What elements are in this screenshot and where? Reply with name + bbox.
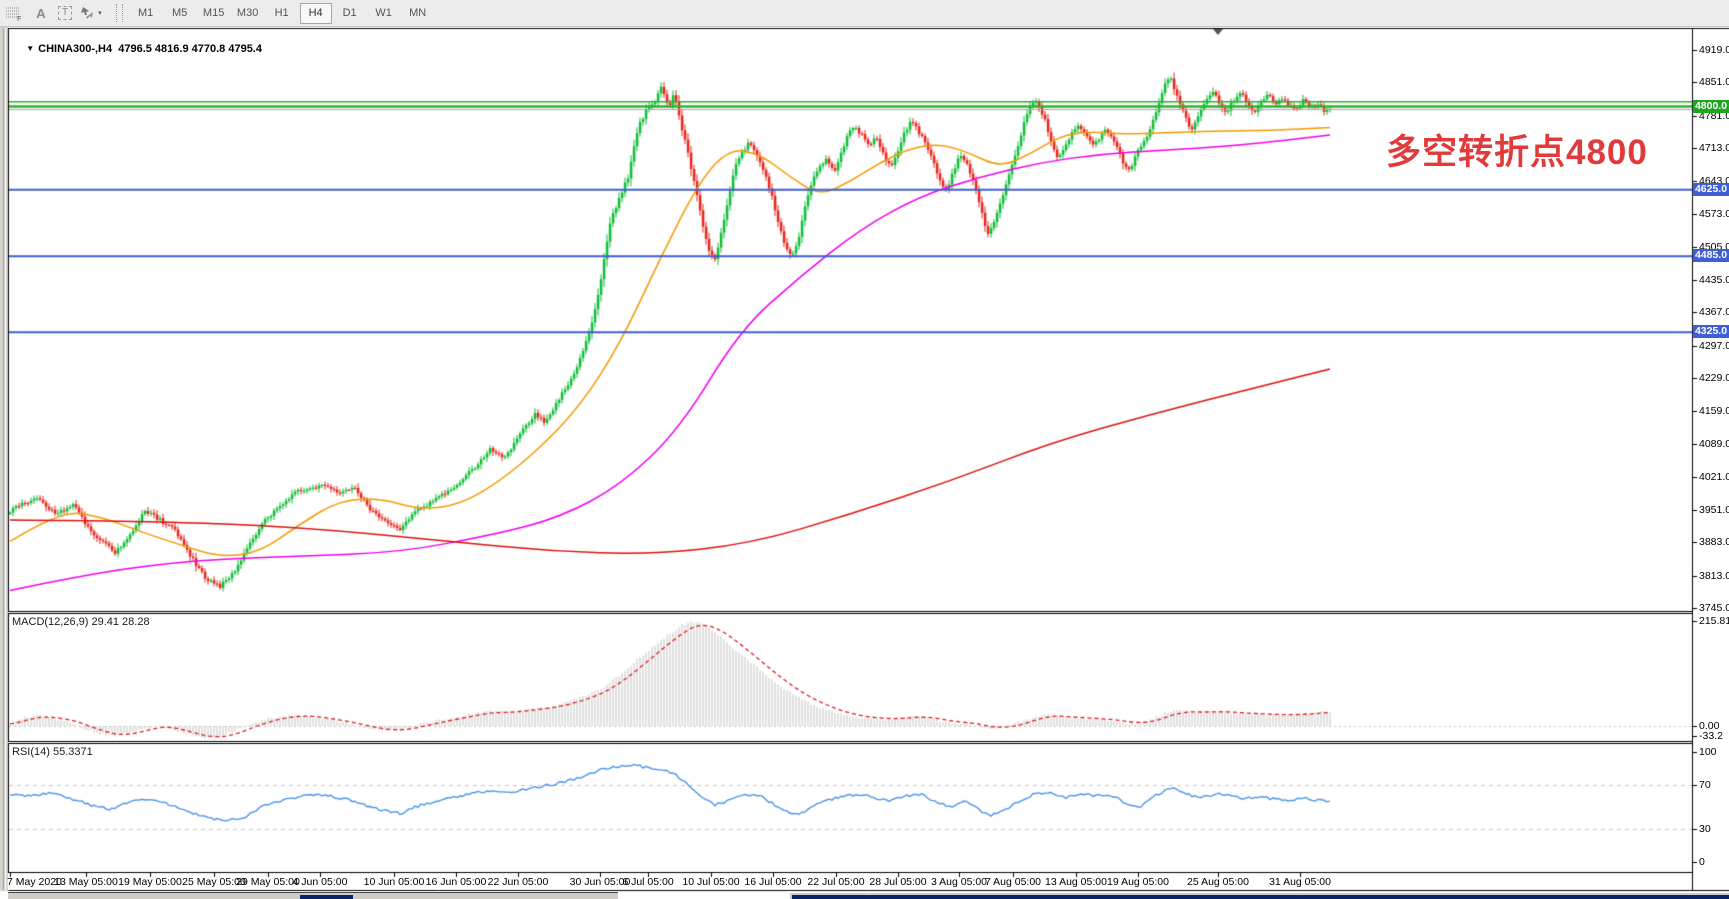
timeframe-m15[interactable]: M15 [202, 6, 225, 19]
date-tick-label: 13 May 05:00 [54, 876, 118, 888]
arrows-icon [81, 7, 94, 19]
date-tick-label: 10 Jun 05:00 [363, 876, 425, 888]
price-tick-label: 3951.0 [1699, 504, 1729, 517]
date-tick-label: 10 Jul 05:00 [682, 876, 740, 888]
date-tick-label: 30 Jun 05:00 [569, 876, 631, 888]
price-line-badge: 4485.0 [1693, 249, 1729, 263]
price-tick-label: 4573.0 [1699, 208, 1729, 221]
rsi-axis-label: 100 [1699, 746, 1717, 758]
macd-axis-label: -33.2 [1699, 730, 1723, 742]
date-tick-label: 19 May 05:00 [118, 876, 182, 888]
price-tick-label: 3745.0 [1699, 602, 1729, 614]
arrows-tool-button[interactable]: ▾ [77, 3, 105, 23]
timeframe-m30[interactable]: M30 [236, 6, 259, 19]
date-tick-label: 16 Jun 05:00 [425, 876, 487, 888]
date-tick-label: 19 Aug 05:00 [1107, 876, 1169, 888]
textbox-icon: T [58, 6, 73, 20]
date-tick-label: 28 Jul 05:00 [869, 876, 927, 888]
date-tick-label: 7 May 2020 [7, 876, 62, 888]
timeframe-mn[interactable]: MN [409, 6, 427, 19]
app-toolbar: F A T ▾ M1 M5 M15 M30 H1 H4 D1 W1 MN [0, 0, 1729, 27]
rsi-axis-label: 30 [1699, 823, 1711, 835]
bottom-window-fragment-right[interactable] [790, 892, 1729, 899]
price-tick-label: 4089.0 [1699, 438, 1729, 451]
date-tick-label: 6 Jul 05:00 [622, 876, 674, 888]
price-line-badge: 4625.0 [1693, 182, 1729, 196]
bottom-window-titlebar-right [792, 895, 1729, 899]
chart-title: ▼ CHINA300-,H4 4796.5 4816.9 4770.8 4795.… [14, 31, 262, 67]
symbol-dropdown-icon[interactable]: ▼ [26, 44, 35, 53]
date-tick-label: 22 Jun 05:00 [487, 876, 549, 888]
timeframe-d1[interactable]: D1 [342, 6, 357, 19]
price-tick-label: 4297.0 [1699, 339, 1729, 352]
rsi-label: RSI(14) 55.3371 [12, 746, 93, 758]
arrows-dropdown-caret[interactable]: ▾ [98, 10, 102, 17]
svg-text:F: F [17, 16, 21, 21]
price-tick-label: 4021.0 [1699, 470, 1729, 483]
timeframe-h1[interactable]: H1 [274, 6, 289, 19]
date-tick-label: 4 Jun 05:00 [292, 876, 348, 888]
price-tick-label: 4229.0 [1699, 371, 1729, 384]
price-tick-label: 4781.0 [1699, 109, 1729, 122]
macd-label: MACD(12,26,9) 29.41 28.28 [12, 616, 150, 628]
date-tick-label: 13 Aug 05:00 [1045, 876, 1107, 888]
date-tick-label: 25 May 05:00 [182, 876, 246, 888]
price-tick-label: 3813.0 [1699, 569, 1729, 582]
date-tick-label: 3 Aug 05:00 [930, 876, 988, 888]
date-tick-label: 22 Jul 05:00 [807, 876, 865, 888]
price-tick-label: 4919.0 [1699, 44, 1729, 56]
toolbar-grip[interactable] [115, 4, 123, 22]
date-tick-label: 29 May 05:00 [236, 876, 300, 888]
timeframe-m1[interactable]: M1 [137, 6, 154, 19]
timeframe-m5[interactable]: M5 [171, 6, 188, 19]
fibonacci-tool-button[interactable]: F [1, 3, 27, 23]
date-tick-label: 25 Aug 05:00 [1187, 876, 1249, 888]
bottom-window-titlebar-left [300, 895, 353, 899]
timeframe-h4[interactable]: H4 [299, 2, 332, 24]
price-tick-label: 4851.0 [1699, 76, 1729, 89]
macd-axis-label: 215.81 [1699, 615, 1729, 627]
price-line-badge: 4325.0 [1693, 325, 1729, 339]
bottom-window-fragment-left[interactable] [8, 892, 618, 899]
rsi-axis-label: 70 [1699, 779, 1711, 791]
macd-axis-label: 0.00 [1699, 720, 1720, 732]
timeframe-w1[interactable]: W1 [375, 6, 392, 19]
timeframe-toolbar: M1 M5 M15 M30 H1 H4 D1 W1 MN [129, 2, 435, 24]
text-tool-button[interactable]: A [36, 5, 46, 21]
price-tick-label: 4713.0 [1699, 141, 1729, 154]
price-line-badge: 4800.0 [1693, 99, 1729, 113]
price-tick-label: 4435.0 [1699, 274, 1729, 287]
price-tick-label: 4367.0 [1699, 306, 1729, 319]
fibonacci-icon: F [6, 7, 21, 21]
price-tick-label: 3883.0 [1699, 536, 1729, 549]
rsi-axis-label: 0 [1699, 856, 1705, 868]
date-tick-label: 16 Jul 05:00 [744, 876, 802, 888]
date-tick-label: 7 Aug 05:00 [984, 876, 1042, 888]
textbox-tool-button[interactable]: T [55, 3, 75, 23]
chart-title-text: CHINA300-,H4 4796.5 4816.9 4770.8 4795.4 [38, 43, 262, 55]
price-annotation[interactable]: 多空转折点4800 [1386, 133, 1648, 172]
date-tick-label: 31 Aug 05:00 [1269, 876, 1331, 888]
price-tick-label: 4159.0 [1699, 405, 1729, 418]
